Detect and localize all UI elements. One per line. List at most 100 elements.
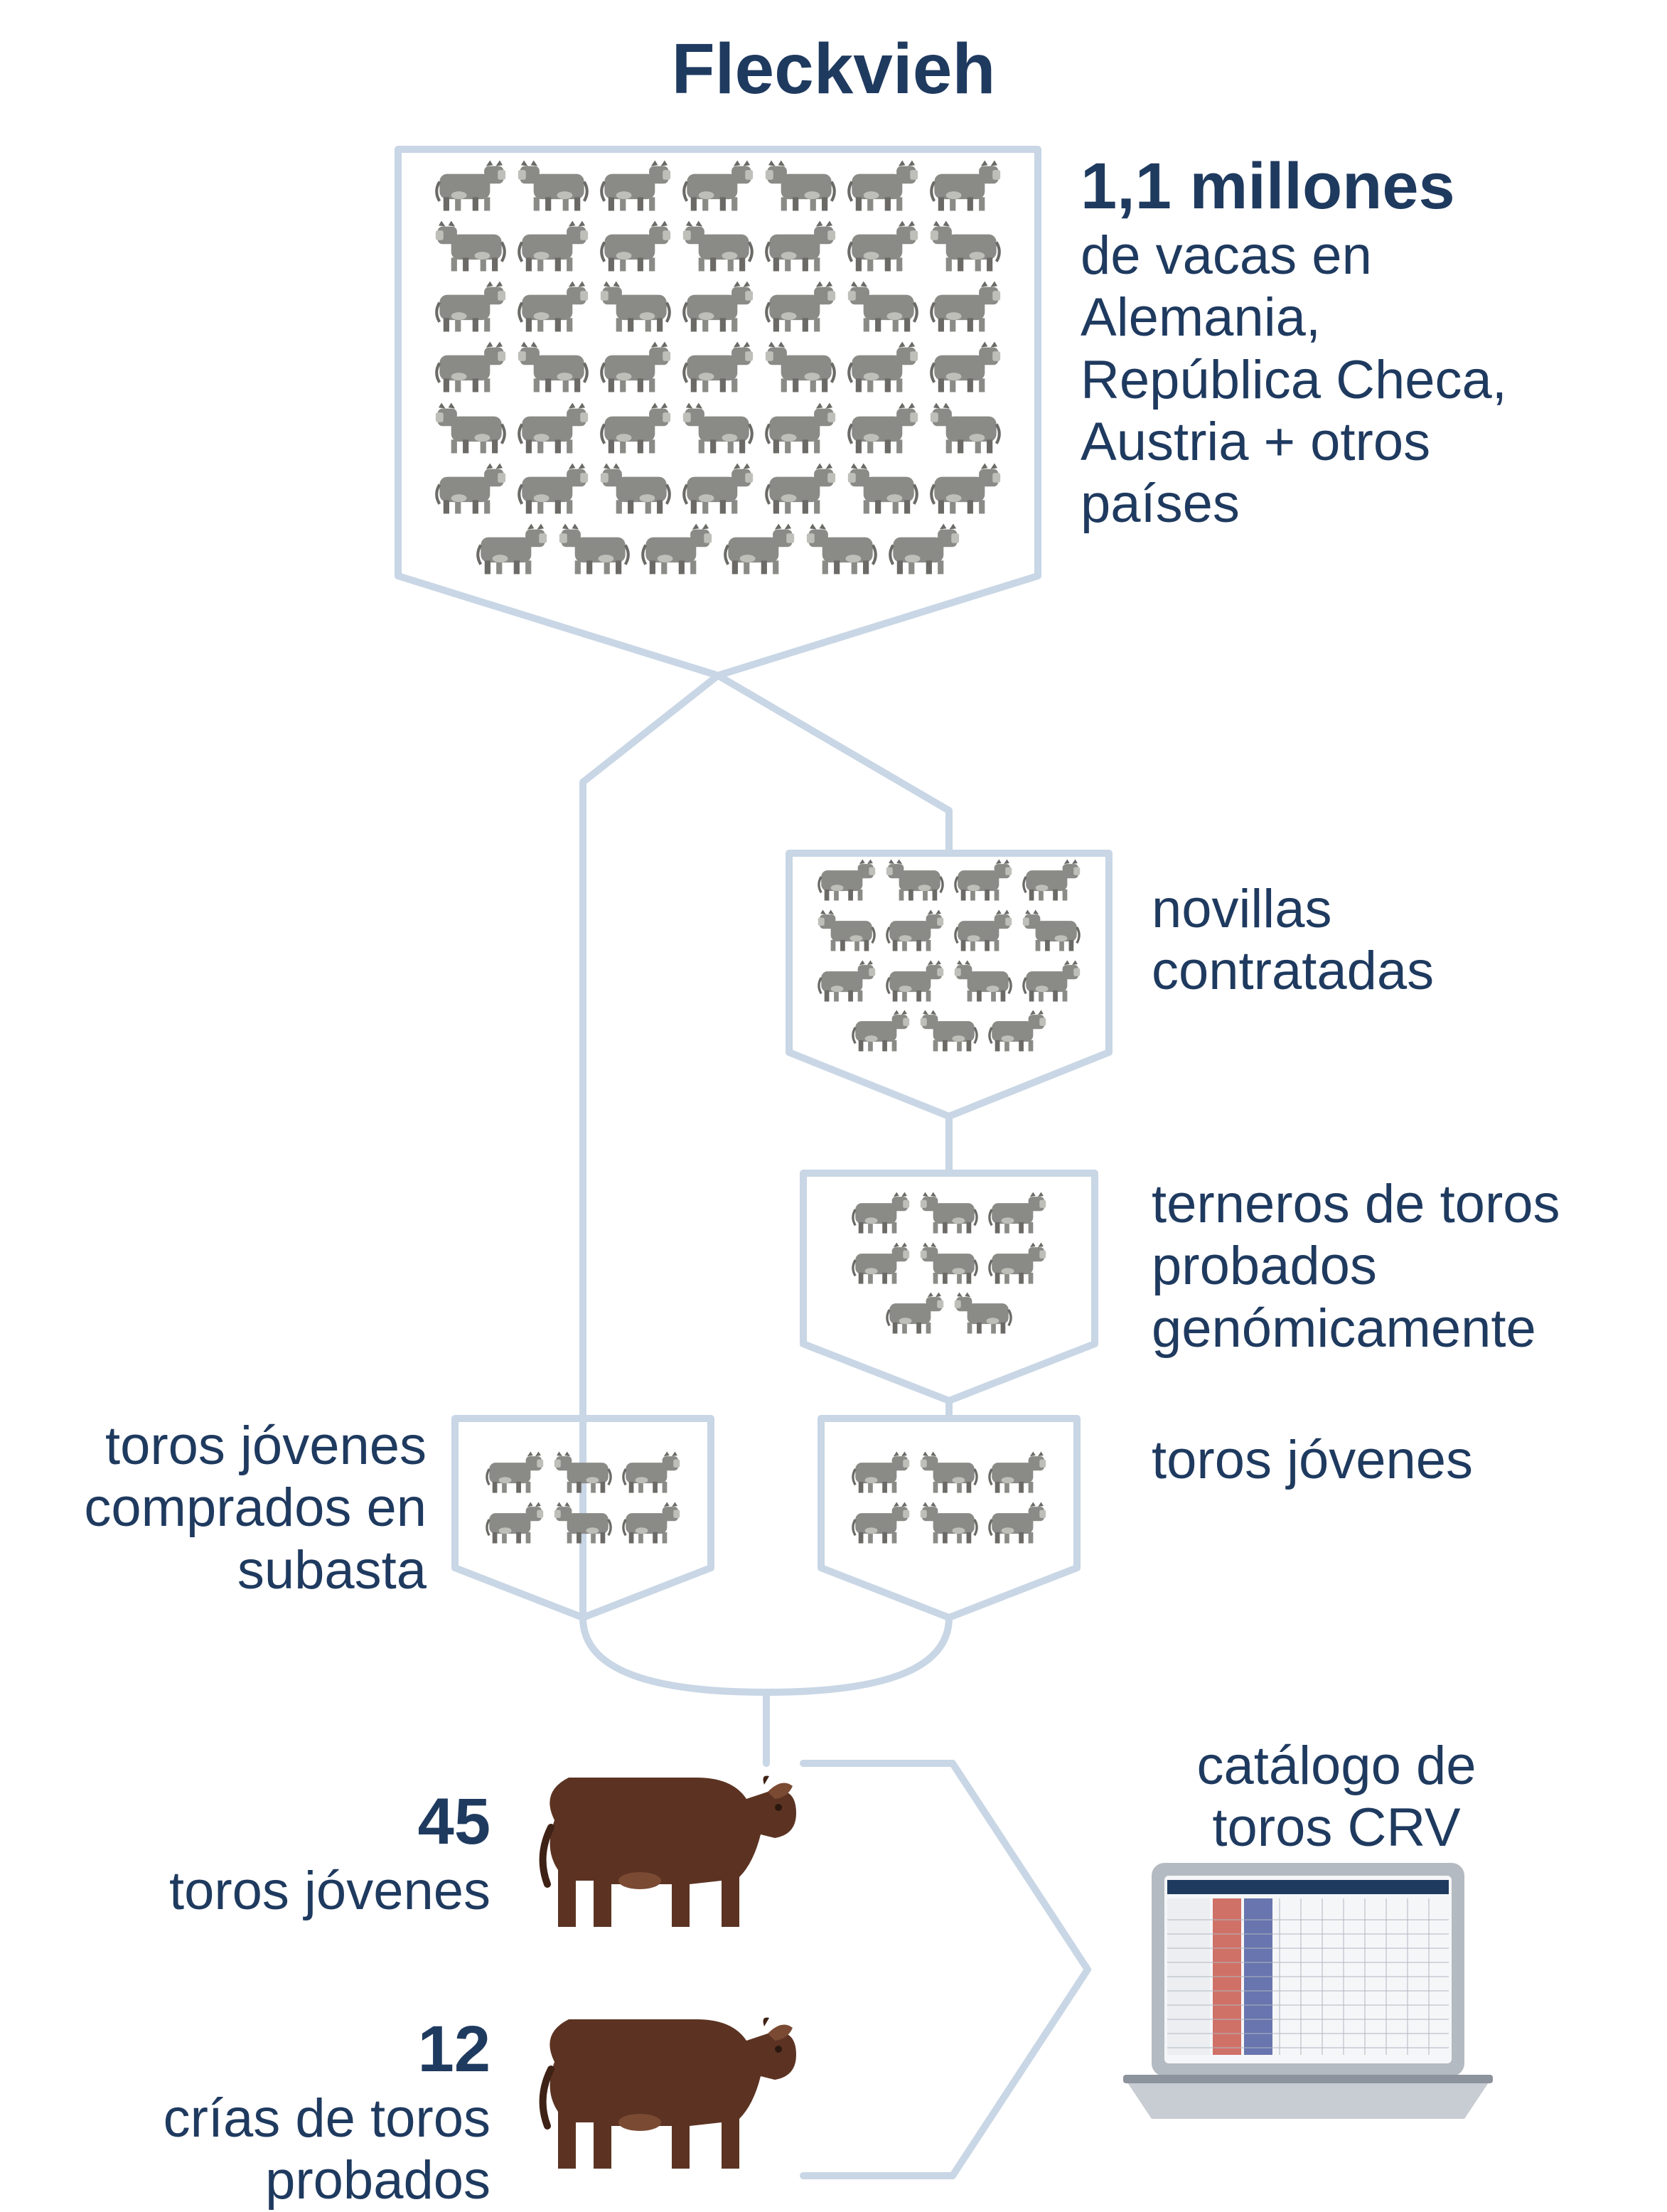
bull-icon-young (543, 1776, 796, 1928)
novillas-label: novillas contratadas (1152, 878, 1521, 1003)
bull-icon-proven (543, 2018, 796, 2169)
cow-icon (761, 217, 840, 273)
cow-icon (596, 156, 675, 213)
cow-icon (926, 277, 1004, 333)
cow-icon (514, 217, 592, 273)
cow-icon (883, 1289, 947, 1335)
cow-icon (761, 459, 840, 515)
cow-icon (679, 459, 757, 515)
connector-to-catalog (803, 1763, 1088, 2176)
cow-icon (1019, 957, 1083, 1003)
top-node-label: 1,1 millones de vacas en Alemania, Repúb… (1081, 149, 1535, 535)
cow-icon (844, 338, 922, 394)
cow-icon (926, 459, 1004, 515)
subasta-label: toros jóvenes comprados en subasta (28, 1415, 427, 1601)
cow-icon (1019, 856, 1083, 902)
diagram-title: Fleckvieh (672, 28, 996, 110)
cow-grid-subasta (469, 1433, 697, 1561)
cow-icon (985, 1007, 1049, 1053)
cow-icon (844, 459, 922, 515)
cow-icon (514, 399, 592, 455)
cow-icon (844, 277, 922, 333)
cow-icon (432, 338, 510, 394)
cow-icon (926, 217, 1004, 273)
cow-icon (926, 156, 1004, 213)
cow-icon (951, 957, 1015, 1003)
cow-icon (815, 907, 879, 953)
cow-icon (761, 277, 840, 333)
cow-icon (596, 217, 675, 273)
cow-icon (926, 399, 1004, 455)
cow-icon (596, 459, 675, 515)
cow-icon (432, 459, 510, 515)
catalog-label: catálogo de toros CRV (1145, 1735, 1528, 1859)
cow-icon (596, 399, 675, 455)
connector-join (583, 1618, 949, 1692)
cow-icon (917, 1448, 981, 1495)
cow-icon (761, 338, 840, 394)
cow-icon (885, 520, 963, 576)
cow-icon (555, 520, 633, 576)
cow-icon (638, 520, 716, 576)
cow-icon (432, 399, 510, 455)
cow-grid-jovenes (835, 1433, 1063, 1561)
result-45: 45 toros jóvenes (121, 1785, 491, 1922)
cow-icon (849, 1007, 913, 1053)
cow-icon (985, 1189, 1049, 1235)
cow-icon (432, 277, 510, 333)
cow-icon (985, 1499, 1049, 1545)
cow-icon (551, 1499, 615, 1545)
cow-icon (985, 1239, 1049, 1286)
cow-icon (619, 1448, 683, 1495)
cow-icon (985, 1448, 1049, 1495)
cow-icon (596, 277, 675, 333)
cow-icon (432, 156, 510, 213)
cow-icon (679, 277, 757, 333)
cow-icon (883, 907, 947, 953)
cow-icon (514, 459, 592, 515)
cow-icon (483, 1448, 547, 1495)
connector-top-right (718, 675, 949, 853)
cow-icon (951, 907, 1015, 953)
cow-icon (815, 856, 879, 902)
cow-icon (720, 520, 798, 576)
cow-icon (849, 1499, 913, 1545)
cow-icon (514, 277, 592, 333)
cow-icon (432, 217, 510, 273)
cow-icon (883, 856, 947, 902)
cow-icon (551, 1448, 615, 1495)
cow-icon (803, 520, 881, 576)
cow-icon (917, 1499, 981, 1545)
cow-icon (473, 520, 551, 576)
cow-icon (514, 156, 592, 213)
cow-icon (514, 338, 592, 394)
cow-icon (679, 217, 757, 273)
cow-icon (844, 156, 922, 213)
result-12: 12 crías de toros probados (121, 2012, 491, 2212)
cow-icon (596, 338, 675, 394)
cow-grid-novillas (800, 864, 1098, 1045)
cow-icon (849, 1448, 913, 1495)
cow-grid-top (412, 167, 1024, 565)
cow-icon (883, 957, 947, 1003)
cow-icon (844, 399, 922, 455)
cow-icon (917, 1239, 981, 1286)
cow-icon (951, 856, 1015, 902)
cow-icon (761, 156, 840, 213)
cow-icon (761, 399, 840, 455)
laptop-icon (1123, 1863, 1493, 2119)
cow-grid-terneros (818, 1187, 1081, 1337)
cow-icon (917, 1007, 981, 1053)
cow-icon (679, 399, 757, 455)
cow-icon (679, 338, 757, 394)
jovenes-label: toros jóvenes (1152, 1429, 1521, 1491)
cow-icon (844, 217, 922, 273)
cow-icon (619, 1499, 683, 1545)
cow-icon (917, 1189, 981, 1235)
cow-icon (849, 1239, 913, 1286)
cow-icon (849, 1189, 913, 1235)
cow-icon (483, 1499, 547, 1545)
terneros-label: terneros de toros probados genómicamente (1152, 1173, 1607, 1359)
cow-icon (679, 156, 757, 213)
cow-icon (951, 1289, 1015, 1335)
